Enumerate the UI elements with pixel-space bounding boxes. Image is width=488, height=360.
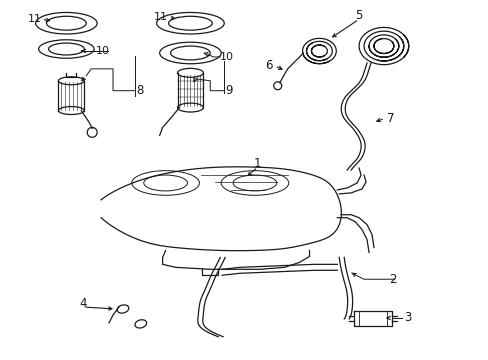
Text: 6: 6: [264, 59, 272, 72]
Text: 4: 4: [80, 297, 87, 310]
Text: 11: 11: [153, 12, 167, 22]
Text: 7: 7: [386, 112, 394, 125]
Text: 9: 9: [224, 84, 232, 97]
Text: 10: 10: [96, 46, 110, 56]
Text: 10: 10: [220, 52, 234, 62]
Text: 3: 3: [403, 311, 410, 324]
Text: 11: 11: [28, 14, 41, 24]
Text: 8: 8: [136, 84, 143, 97]
Text: 1: 1: [254, 157, 261, 170]
Text: 2: 2: [388, 273, 396, 286]
Text: 5: 5: [355, 9, 362, 22]
